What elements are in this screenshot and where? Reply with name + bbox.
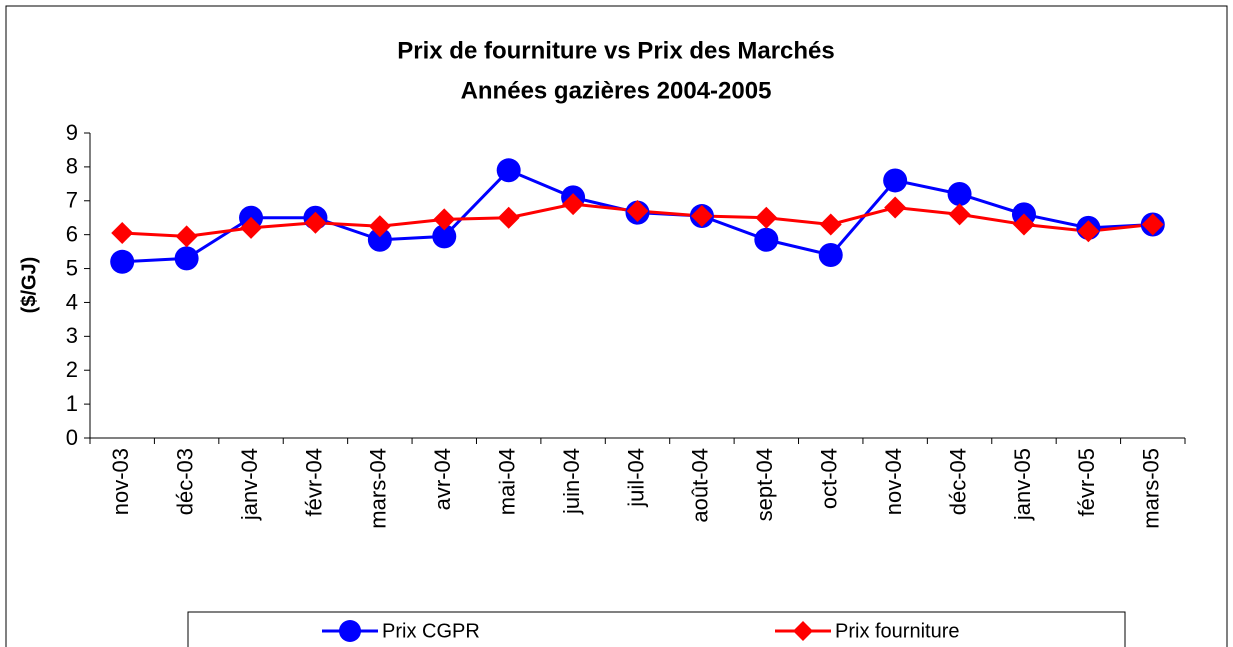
x-tick-label: févr-05 <box>1074 448 1099 516</box>
marker <box>818 243 843 267</box>
marker <box>111 221 134 244</box>
marker <box>1012 213 1035 236</box>
marker <box>947 182 972 206</box>
x-tick-label: juil-04 <box>623 448 648 508</box>
y-tick-label: 6 <box>66 221 78 246</box>
y-tick-label: 2 <box>66 357 78 382</box>
x-tick-label: avr-04 <box>430 448 455 510</box>
x-tick-label: sept-04 <box>752 448 777 521</box>
x-tick-label: janv-04 <box>237 448 262 521</box>
marker <box>304 211 327 234</box>
marker <box>174 246 199 271</box>
marker <box>883 168 908 193</box>
marker <box>1141 213 1164 236</box>
marker <box>497 206 520 229</box>
marker <box>110 249 135 274</box>
x-tick-label: déc-04 <box>945 448 970 515</box>
y-tick-label: 5 <box>66 255 78 280</box>
marker <box>755 206 778 229</box>
x-tick-label: août-04 <box>688 448 713 523</box>
x-tick-label: nov-03 <box>108 448 133 515</box>
x-tick-label: mars-04 <box>366 448 391 529</box>
y-tick-label: 4 <box>66 289 78 314</box>
marker <box>754 227 779 252</box>
legend-label: Prix fourniture <box>835 620 960 642</box>
y-tick-label: 1 <box>66 391 78 416</box>
legend-label: Prix CGPR <box>382 620 480 642</box>
x-tick-label: mai-04 <box>494 448 519 515</box>
marker <box>367 227 392 252</box>
marker <box>496 158 521 183</box>
marker <box>1077 220 1100 243</box>
marker <box>175 225 198 248</box>
y-tick-label: 8 <box>66 154 78 179</box>
legend: Prix CGPR Prix fourniture <box>187 611 1126 647</box>
x-tick-label: févr-04 <box>301 448 326 516</box>
x-tick-label: juin-04 <box>559 448 584 515</box>
x-tick-label: déc-03 <box>172 448 197 515</box>
y-tick-label: 9 <box>66 120 78 145</box>
x-tick-label: mars-05 <box>1139 448 1164 529</box>
marker <box>432 224 457 249</box>
marker <box>626 199 649 222</box>
y-axis-label: ($/GJ) <box>18 257 40 314</box>
y-tick-label: 0 <box>66 425 78 450</box>
y-tick-label: 3 <box>66 323 78 348</box>
marker <box>368 215 391 238</box>
chart-subtitle: Années gazières 2004-2005 <box>461 77 772 104</box>
legend-marker <box>339 620 361 642</box>
legend-marker <box>793 621 813 641</box>
x-tick-label: oct-04 <box>817 448 842 509</box>
chart-title: Prix de fourniture vs Prix des Marchés <box>397 37 835 64</box>
marker <box>240 216 263 239</box>
marker <box>562 193 585 216</box>
marker <box>690 205 713 228</box>
marker <box>948 203 971 226</box>
x-tick-label: nov-04 <box>881 448 906 515</box>
y-tick-label: 7 <box>66 188 78 213</box>
chart-border <box>5 5 1228 647</box>
x-tick-label: janv-05 <box>1010 448 1035 521</box>
marker <box>433 208 456 231</box>
marker <box>884 196 907 219</box>
marker <box>819 213 842 236</box>
